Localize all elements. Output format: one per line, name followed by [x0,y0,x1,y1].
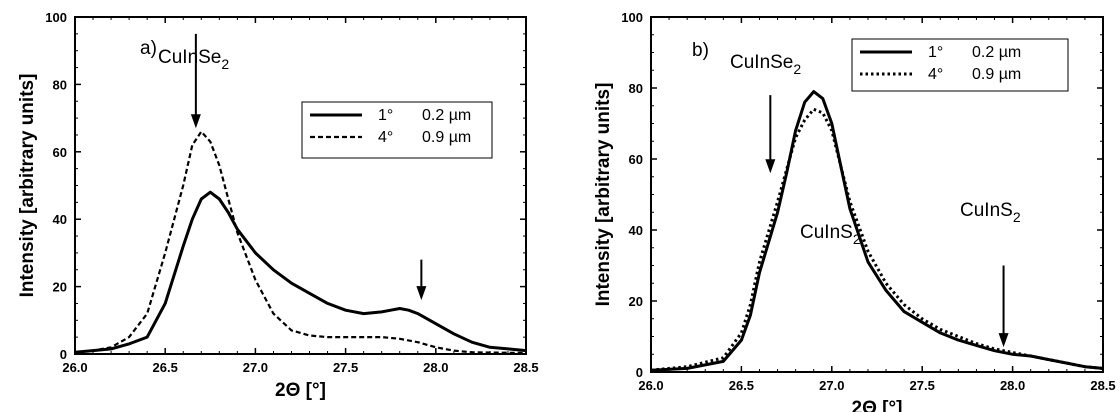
x-tick-label: 28.0 [1000,378,1025,393]
peak-arrow-head [416,286,427,301]
peak-annotation: CuInSe2 [730,52,801,77]
y-axis-title: Intensity [arbitrary units] [17,74,38,298]
legend: 1° 0.2 µm 4° 0.9 µm [851,38,1069,92]
y-tick-label: 20 [629,294,643,309]
x-tick-label: 26.5 [729,378,754,393]
peak-annotation-text: CuInSe [730,52,793,73]
x-tick-label: 27.0 [819,378,844,393]
peak-annotation: CuInS2 [960,200,1021,225]
x-tick-label: 27.5 [910,378,935,393]
y-tick-label: 60 [53,145,67,160]
legend: 1° 0.2 µm 4° 0.9 µm [301,101,493,159]
legend-thickness: 0.2 µm [972,44,1021,61]
y-tick-label: 0 [60,347,67,362]
peak-annotation: CuInSe2 [158,47,229,72]
peak-arrow-head [998,333,1009,348]
x-tick-label: 26.0 [638,378,663,393]
x-axis-title: 2Θ [°] [275,380,326,401]
legend-thickness: 0.9 µm [972,66,1021,83]
y-tick-label: 100 [45,10,67,25]
peak-arrow-head [765,159,776,174]
y-tick-label: 80 [629,81,643,96]
panel-label: a) [140,38,157,59]
panel-label: b) [692,40,709,61]
peak-arrow-head [190,114,201,129]
x-tick-label: 28.5 [513,360,538,375]
legend-angle: 1° [928,44,943,61]
x-tick-label: 27.5 [333,360,358,375]
y-tick-label: 100 [621,10,643,25]
peak-annotation-subscript: 2 [853,231,861,247]
series-line-1 [74,190,527,354]
legend-angle: 4° [928,66,943,83]
x-tick-label: 28.5 [1090,378,1115,393]
series-line-2 [650,107,1104,372]
plot-frame [74,16,527,355]
peak-annotation: CuInS2 [800,222,861,247]
x-tick-label: 27.0 [243,360,268,375]
chart-panel-b: 26.0 26.5 27.0 27.5 28.0 28.5 0 20 40 60 80 100 2Θ [… [593,10,1116,412]
legend-box [851,38,1069,92]
peak-annotation-text: CuInSe [158,47,221,68]
legend-angle: 1° [378,107,393,124]
peak-annotation-subscript: 2 [221,56,229,72]
y-tick-label: 40 [629,223,643,238]
x-tick-label: 26.0 [62,360,87,375]
legend-angle: 4° [378,129,393,146]
y-tick-label: 60 [629,152,643,167]
legend-thickness: 0.2 µm [422,107,471,124]
series-line-2 [74,130,527,355]
y-tick-label: 0 [636,365,643,380]
x-tick-label: 26.5 [153,360,178,375]
legend-box [301,101,493,159]
y-tick-label: 40 [53,212,67,227]
y-tick-label: 20 [53,280,67,295]
x-axis-title: 2Θ [°] [852,398,903,412]
peak-annotation-subscript: 2 [793,61,801,77]
peak-annotation-subscript: 2 [1013,209,1021,225]
legend-thickness: 0.9 µm [422,129,471,146]
series-line-1 [650,90,1104,372]
y-axis-title: Intensity [arbitrary units] [593,83,614,307]
x-tick-label: 28.0 [423,360,448,375]
y-tick-label: 80 [53,77,67,92]
peak-annotation-text: CuInS [800,222,853,243]
peak-annotation-text: CuInS [960,200,1013,221]
